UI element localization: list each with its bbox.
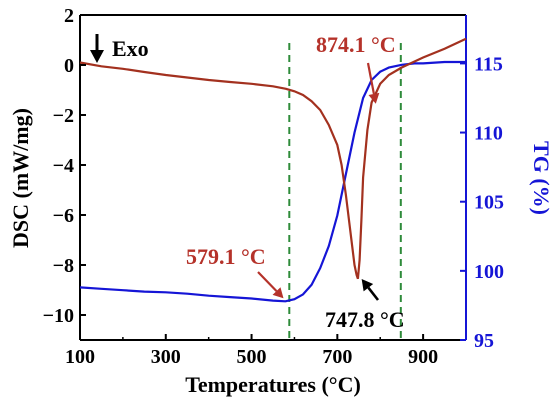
annotation-874-arrowhead xyxy=(368,92,380,104)
y-right-tick-label: 105 xyxy=(474,192,504,214)
y-right-tick-label: 100 xyxy=(474,261,504,283)
y-left-tick-label: 2 xyxy=(64,5,74,27)
y-axis-left-title: DSC (mW/mg) xyxy=(8,108,33,248)
annotation-874-label: 874.1 °C xyxy=(316,32,396,57)
x-axis-title: Temperatures (°C) xyxy=(185,372,361,397)
annotation-579-arrowhead xyxy=(272,287,284,299)
annotation-747-arrowhead xyxy=(361,279,374,292)
y-left-tick-label: 0 xyxy=(64,55,74,77)
series-line-tg xyxy=(79,60,466,303)
series-line-dsc xyxy=(79,37,467,280)
y-right-tick-label: 115 xyxy=(474,53,503,75)
y-right-tick-label: 95 xyxy=(474,330,494,352)
annotation-747-label: 747.8 °C xyxy=(325,307,405,332)
y-left-tick-label: −6 xyxy=(53,205,74,227)
exo-indicator: Exo xyxy=(90,34,149,63)
annotation-747-arrow xyxy=(367,286,380,301)
exo-label: Exo xyxy=(112,36,149,61)
y-left-tick-label: −2 xyxy=(53,105,74,127)
annotation-874-arrow xyxy=(366,62,375,95)
x-tick-label: 700 xyxy=(322,346,352,368)
x-tick-label: 100 xyxy=(65,346,95,368)
y-left-tick-label: −8 xyxy=(53,255,74,277)
x-tick-label: 500 xyxy=(237,346,267,368)
x-tick-label: 300 xyxy=(151,346,181,368)
y-left-tick-label: −4 xyxy=(53,155,74,177)
y-right-tick-label: 110 xyxy=(474,123,503,145)
annotation-579-label: 579.1 °C xyxy=(186,244,266,269)
x-tick-label: 900 xyxy=(408,346,438,368)
y-left-tick-label: −10 xyxy=(43,305,74,327)
annotation-579-arrow xyxy=(257,271,278,292)
exo-arrowhead-icon xyxy=(90,50,104,63)
y-axis-right-title: TG (%) xyxy=(529,141,550,215)
